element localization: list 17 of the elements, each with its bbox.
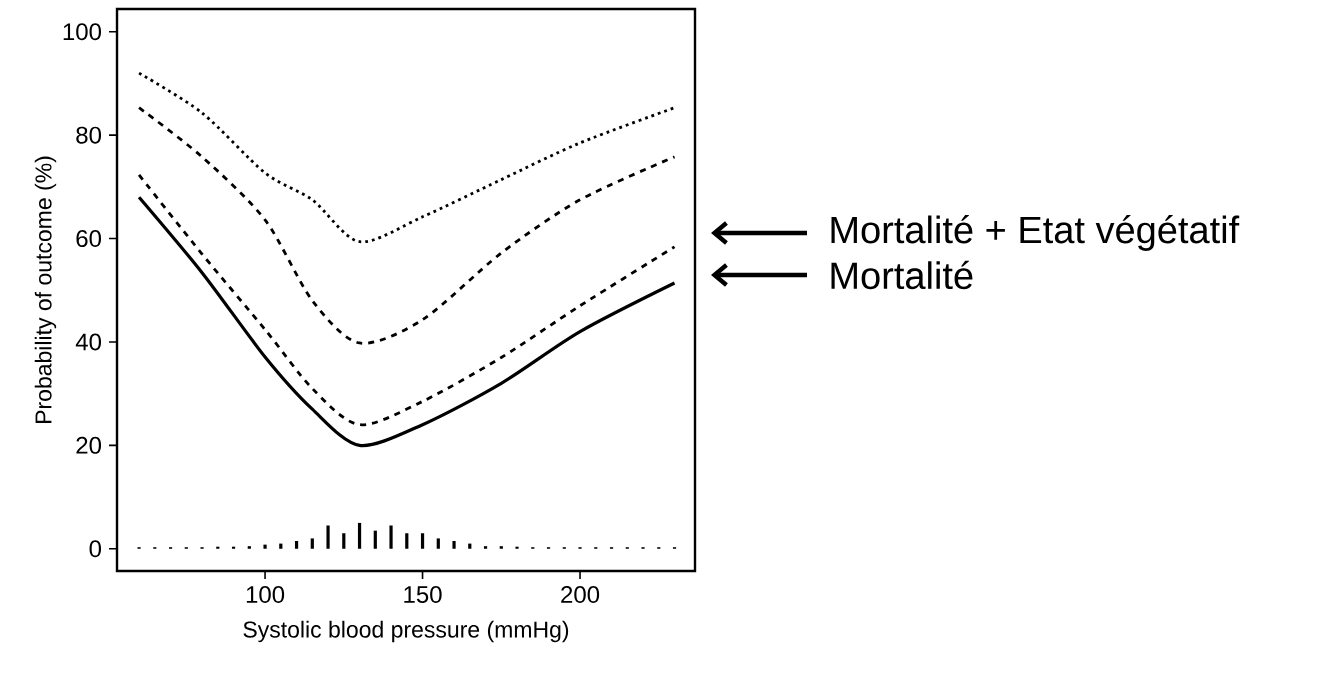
line-series (137, 106, 676, 345)
text: Mortalité + Etat végétatif (831, 215, 1240, 251)
y-tick-label: 60 (76, 230, 102, 248)
text: Mortalité (831, 260, 973, 290)
line-series (137, 195, 677, 447)
x-tick-label: 150 (404, 586, 442, 604)
x-axis-title: Systolic blood pressure (mmHg) (243, 620, 569, 643)
line-series (137, 71, 676, 244)
y-tick-label: 20 (76, 436, 102, 454)
y-axis-title: Probability of outcome (%) (34, 156, 57, 423)
y-tick-label: 0 (89, 540, 102, 558)
y-tick-label: 100 (63, 23, 102, 41)
y-tick-label: 80 (76, 126, 102, 144)
x-tick-label: 200 (561, 586, 600, 604)
y-tick-label: 40 (75, 333, 102, 351)
line-series (137, 173, 676, 427)
x-tick-label: 100 (246, 586, 285, 604)
